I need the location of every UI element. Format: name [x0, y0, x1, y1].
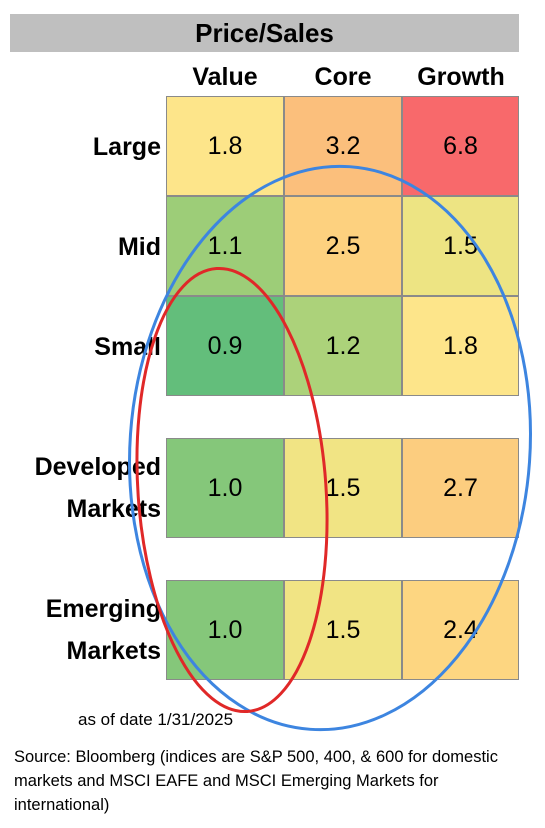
- row-header-mid: Mid: [117, 233, 161, 261]
- column-header-growth: Growth: [417, 62, 505, 91]
- row-header-line: Markets: [66, 637, 162, 665]
- row-header-small: Small: [94, 333, 161, 361]
- heatmap-cell: 2.5: [284, 196, 402, 296]
- heatmap-cell: 1.0: [166, 580, 284, 680]
- heatmap-cell: 2.7: [402, 438, 519, 538]
- chart-title: Price/Sales: [195, 17, 334, 48]
- column-header-value: Value: [192, 62, 258, 91]
- source-note: Source: Bloomberg (indices are S&P 500, …: [14, 748, 498, 814]
- row-header-developed-markets: Developed Markets: [0, 446, 161, 530]
- column-header-core: Core: [314, 62, 372, 91]
- as-of-date-note: as of date 1/31/2025: [78, 710, 234, 729]
- heatmap-cell: 1.8: [166, 96, 284, 196]
- heatmap-cell: 0.9: [166, 296, 284, 396]
- heatmap-cell: 1.0: [166, 438, 284, 538]
- row-header-emerging-markets: Emerging Markets: [0, 588, 161, 672]
- heatmap-cell: 1.5: [284, 580, 402, 680]
- row-header-line: Markets: [66, 495, 162, 523]
- heatmap-cell: 6.8: [402, 96, 519, 196]
- chart-title-bar: Price/Sales: [10, 14, 519, 52]
- heatmap-cell: 1.1: [166, 196, 284, 296]
- heatmap-cell: 1.2: [284, 296, 402, 396]
- heatmap-cell: 1.5: [402, 196, 519, 296]
- row-header-line: Emerging: [45, 595, 161, 623]
- heatmap-cell: 1.5: [284, 438, 402, 538]
- heatmap-cell: 3.2: [284, 96, 402, 196]
- heatmap-cell: 1.8: [402, 296, 519, 396]
- row-header-large: Large: [92, 133, 161, 161]
- heatmap-cell: 2.4: [402, 580, 519, 680]
- row-header-line: Developed: [34, 453, 161, 481]
